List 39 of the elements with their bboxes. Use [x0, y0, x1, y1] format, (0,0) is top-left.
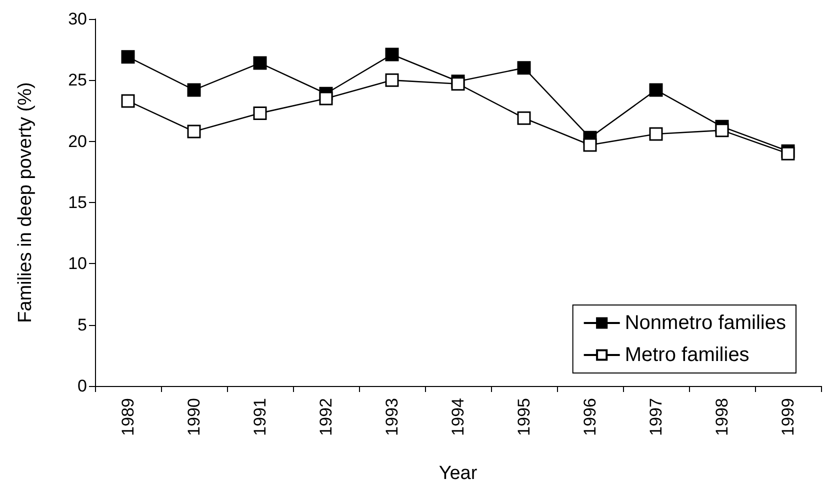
x-tick-label: 1999 [778, 398, 798, 436]
point [121, 50, 135, 64]
point [781, 146, 795, 160]
x-tick-label: 1993 [382, 398, 402, 436]
legend-label: Metro families [624, 344, 750, 366]
y-tick-label: 15 [68, 193, 87, 212]
x-tick-label: 1997 [646, 398, 666, 436]
point [187, 124, 201, 138]
point [187, 83, 201, 97]
point [121, 94, 135, 108]
y-tick-label: 10 [68, 254, 87, 274]
x-tick-label: 1998 [712, 398, 732, 436]
y-tick-label: 30 [68, 10, 87, 28]
point [253, 106, 267, 120]
point [385, 48, 399, 62]
x-tick-label: 1994 [448, 398, 468, 436]
point [649, 127, 663, 141]
y-tick-label: 20 [68, 132, 87, 151]
point [253, 56, 267, 70]
x-tick-label: 1995 [514, 398, 534, 436]
y-tick-label: 5 [78, 315, 87, 334]
point [517, 61, 531, 75]
y-tick-label: 25 [68, 70, 87, 90]
x-axis-title: Year [438, 463, 478, 484]
y-tick-label: 0 [78, 376, 87, 396]
point [715, 124, 729, 138]
x-tick-label: 1989 [118, 398, 138, 436]
point [451, 77, 465, 91]
x-tick-label: 1991 [250, 398, 270, 436]
x-tick-label: 1992 [316, 398, 336, 436]
x-tick-label: 1990 [184, 398, 204, 436]
legend-label: Nonmetro families [624, 312, 786, 334]
point [319, 92, 333, 106]
point [385, 73, 399, 87]
x-tick-label: 1996 [580, 398, 600, 436]
point [517, 111, 531, 125]
point [583, 138, 597, 152]
point [649, 83, 663, 97]
y-axis-title: Families in deep poverty (%) [15, 82, 36, 323]
